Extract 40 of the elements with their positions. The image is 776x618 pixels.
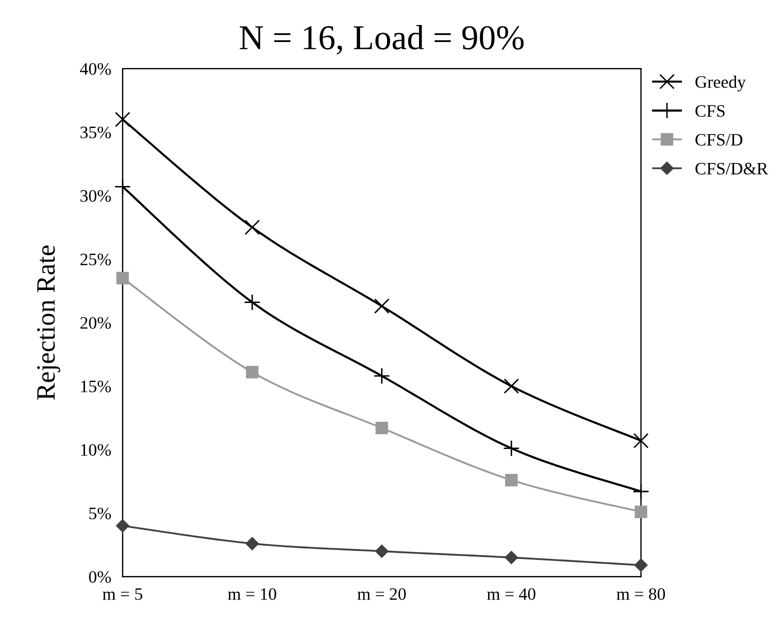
point	[633, 433, 649, 448]
x-tick-label: m = 20	[357, 588, 406, 600]
point	[376, 422, 388, 434]
y-tick-label: 35%	[80, 126, 111, 138]
y-tick-label: 20%	[80, 317, 111, 329]
y-tick-label: 10%	[81, 444, 111, 456]
y-axis-title: Rejection Rate	[37, 245, 60, 400]
y-tick-label: 40%	[80, 63, 111, 75]
x-tick-label: m = 5	[102, 588, 142, 600]
point	[114, 112, 130, 128]
y-tick-label: 30%	[80, 190, 111, 202]
x-tick-label: m = 40	[487, 588, 536, 600]
x-tick-label: m = 80	[616, 588, 665, 600]
point	[504, 550, 518, 564]
legend-label: Greedy	[695, 76, 746, 92]
point	[634, 558, 648, 572]
point	[375, 544, 388, 558]
x-tick-label: m = 10	[228, 588, 276, 600]
point	[244, 294, 261, 311]
legend-label: CFS/D	[695, 134, 742, 146]
y-tick-label: 25%	[80, 254, 111, 266]
point	[503, 440, 520, 457]
point	[116, 272, 129, 284]
point	[373, 368, 390, 384]
point	[374, 298, 390, 314]
y-tick-label: 5%	[89, 508, 111, 520]
y-tick-label: 15%	[81, 380, 111, 392]
point	[504, 378, 520, 394]
point	[505, 474, 518, 486]
point	[634, 506, 648, 518]
point	[246, 366, 258, 378]
y-tick-label: 0%	[89, 571, 111, 583]
point	[244, 220, 260, 235]
point	[632, 483, 650, 500]
point	[116, 519, 130, 532]
point	[114, 178, 131, 196]
legend-label: CFS	[695, 105, 725, 117]
point	[246, 536, 259, 550]
legend-label: CFS/D&R	[695, 162, 768, 175]
chart-title: N = 16, Load = 90%	[240, 25, 524, 54]
